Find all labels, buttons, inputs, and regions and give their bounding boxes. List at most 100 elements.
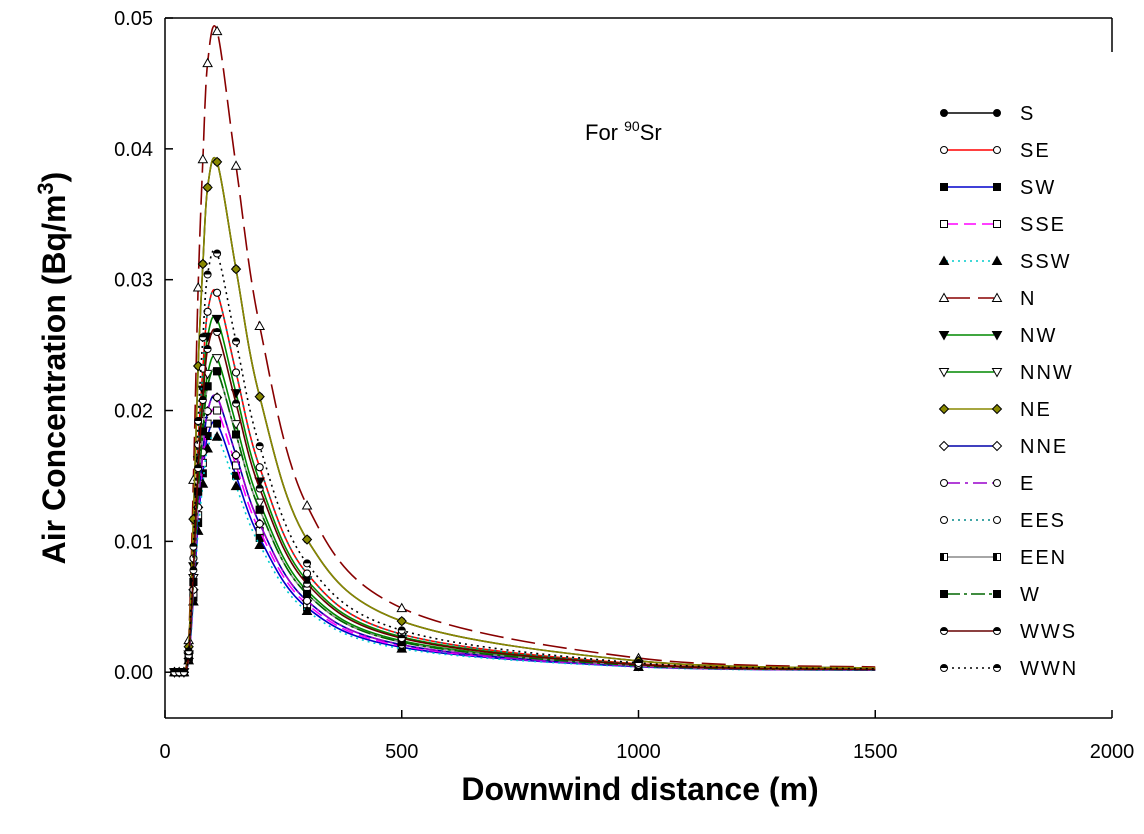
data-point xyxy=(940,590,948,598)
legend-entry: NE xyxy=(938,399,1052,421)
series-wwn xyxy=(170,249,876,677)
legend-entry: SSW xyxy=(938,251,1070,273)
data-point xyxy=(232,368,241,377)
series-line xyxy=(174,156,876,675)
legend-label: WWN xyxy=(1020,658,1078,680)
legend-entry: W xyxy=(940,584,1039,606)
data-point xyxy=(194,487,203,496)
y-tick-label: 0.05 xyxy=(114,8,153,30)
data-point xyxy=(993,627,1001,631)
legend-label: N xyxy=(1020,288,1036,310)
data-point xyxy=(197,153,209,164)
data-point xyxy=(213,419,222,428)
data-point xyxy=(211,431,223,441)
data-point xyxy=(211,354,223,364)
legend-entry: E xyxy=(940,473,1033,495)
data-point xyxy=(255,505,264,514)
legend-entry: EEN xyxy=(940,547,1067,569)
data-point xyxy=(202,182,213,193)
legend-entry: SSE xyxy=(940,214,1066,236)
data-point xyxy=(396,602,408,613)
data-point xyxy=(213,393,222,402)
data-point xyxy=(991,331,1003,341)
x-tick-label: 1500 xyxy=(853,741,898,763)
legend-entry: WWN xyxy=(940,658,1078,680)
data-point xyxy=(635,659,642,663)
data-point xyxy=(211,314,223,325)
y-tick-label: 0.03 xyxy=(114,270,153,292)
data-point xyxy=(940,146,948,154)
data-point xyxy=(256,442,264,447)
data-point xyxy=(204,345,212,350)
legend-entry: SE xyxy=(940,140,1049,162)
data-point xyxy=(938,368,950,378)
data-point xyxy=(303,569,312,578)
legend-label: NW xyxy=(1020,325,1057,347)
data-point xyxy=(194,440,203,449)
y-tick-label: 0.01 xyxy=(114,531,153,553)
data-point xyxy=(192,282,204,292)
data-point xyxy=(303,596,312,605)
data-point xyxy=(993,479,1001,487)
data-point xyxy=(991,403,1003,415)
data-point xyxy=(198,427,207,436)
data-point xyxy=(991,255,1003,265)
series-line xyxy=(174,328,876,675)
series-e xyxy=(170,393,876,677)
data-point xyxy=(232,399,240,404)
data-point xyxy=(938,292,950,302)
data-point xyxy=(301,534,313,545)
data-point xyxy=(213,288,222,297)
legend-entry: NW xyxy=(938,325,1057,347)
data-point xyxy=(301,499,313,510)
data-point xyxy=(303,559,311,564)
series-w xyxy=(170,367,876,677)
legend-label: EEN xyxy=(1020,547,1067,569)
y-axis-title-superscript: 3 xyxy=(33,182,58,194)
y-ticks: 0.00 0.01 0.02 0.03 0.04 0.05 xyxy=(114,8,173,684)
series-nne xyxy=(169,392,876,678)
series-line xyxy=(174,288,876,675)
y-tick-label: 0.02 xyxy=(114,401,153,423)
series-line xyxy=(174,368,876,675)
data-point xyxy=(991,440,1003,452)
data-point xyxy=(940,479,948,487)
data-point xyxy=(991,368,1003,378)
data-point xyxy=(254,320,266,330)
data-point xyxy=(938,403,950,415)
data-point xyxy=(940,516,948,524)
data-point xyxy=(398,634,406,639)
data-point xyxy=(255,519,264,528)
data-point xyxy=(197,258,209,270)
x-tick-label: 1000 xyxy=(616,741,661,763)
data-point xyxy=(993,109,1001,117)
data-point xyxy=(254,539,266,550)
data-point xyxy=(180,668,188,673)
series-n xyxy=(169,24,876,677)
data-point xyxy=(189,543,197,547)
data-point xyxy=(211,25,223,36)
legend-label: S xyxy=(1020,103,1035,125)
legend-label: SSE xyxy=(1020,214,1066,236)
series-line xyxy=(174,368,876,675)
series-layer xyxy=(169,24,876,678)
data-point xyxy=(189,566,197,571)
legend-label: NE xyxy=(1020,399,1052,421)
legend-entry: NNW xyxy=(938,362,1072,384)
data-point xyxy=(230,263,242,275)
series-nw xyxy=(169,314,876,678)
data-point xyxy=(232,451,241,460)
chart-annotation: For 90Sr xyxy=(585,118,662,145)
data-point xyxy=(213,250,221,254)
data-point xyxy=(303,580,311,584)
y-tick-label: 0.04 xyxy=(114,139,153,161)
data-point xyxy=(993,220,1001,228)
legend-label: SW xyxy=(1020,177,1056,199)
y-tick-label: 0.00 xyxy=(114,662,153,684)
data-point xyxy=(203,382,212,391)
data-point xyxy=(213,367,222,376)
data-point xyxy=(993,146,1001,154)
data-point xyxy=(202,57,213,68)
legend-entry: S xyxy=(940,103,1035,125)
